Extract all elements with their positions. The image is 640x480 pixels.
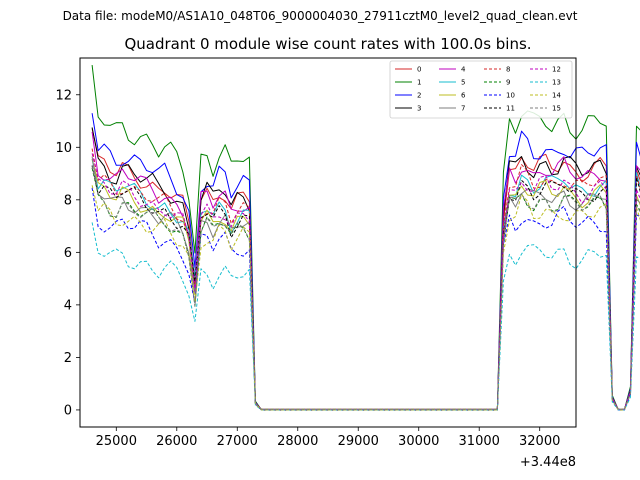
series-line-14 [91, 185, 640, 411]
series-line-2 [91, 113, 640, 411]
x-tick-label: 28000 [277, 434, 318, 449]
legend-label-8: 8 [506, 66, 510, 74]
y-tick-label: 8 [64, 193, 72, 208]
legend-label-2: 2 [417, 92, 421, 100]
chart-title: Quadrant 0 module wise count rates with … [124, 35, 531, 53]
series-line-9 [91, 167, 640, 410]
series-line-15 [91, 166, 640, 410]
x-tick-label: 29000 [338, 434, 379, 449]
plot-area [79, 57, 640, 428]
x-axis-offset-label: +3.44e8 [520, 455, 576, 470]
legend-label-1: 1 [417, 79, 421, 87]
legend-label-3: 3 [417, 105, 421, 113]
legend-box [389, 60, 573, 119]
legend-label-4: 4 [461, 66, 466, 74]
chart-suptitle: Data file: modeM0/AS1A10_048T06_90000040… [63, 9, 578, 23]
y-tick-label: 6 [64, 246, 72, 261]
y-tick-label: 0 [64, 403, 72, 418]
series-line-13 [91, 222, 640, 411]
x-tick-label: 31000 [459, 434, 500, 449]
y-tick-label: 10 [55, 141, 72, 156]
legend-label-15: 15 [552, 105, 561, 113]
legend-label-7: 7 [461, 105, 465, 113]
legend-label-9: 9 [506, 79, 510, 87]
y-axis: 0 2 4 6 8 10 12 [55, 88, 80, 418]
y-tick-label: 12 [55, 88, 72, 103]
x-tick-label: 25000 [96, 434, 137, 449]
y-tick-label: 2 [64, 351, 72, 366]
series-line-0 [91, 128, 640, 410]
series-line-7 [91, 156, 640, 411]
x-tick-label: 27000 [217, 434, 258, 449]
legend-label-11: 11 [506, 105, 515, 113]
series-line-10 [91, 187, 640, 411]
x-axis: 25000 26000 27000 28000 29000 30000 31000 32000 [96, 427, 560, 449]
x-tick-label: 32000 [519, 434, 560, 449]
series-layer [91, 65, 640, 411]
legend-label-12: 12 [552, 66, 561, 74]
x-tick-label: 26000 [156, 434, 197, 449]
legend-label-10: 10 [506, 92, 515, 100]
legend-label-5: 5 [461, 79, 465, 87]
axes-frame [79, 57, 577, 428]
legend-label-0: 0 [417, 66, 421, 74]
series-line-12 [91, 153, 640, 410]
legend-label-13: 13 [552, 79, 561, 87]
y-tick-label: 4 [64, 298, 72, 313]
x-tick-label: 30000 [398, 434, 439, 449]
series-line-3 [91, 127, 640, 410]
legend-label-6: 6 [461, 92, 466, 100]
legend-label-14: 14 [552, 92, 561, 100]
